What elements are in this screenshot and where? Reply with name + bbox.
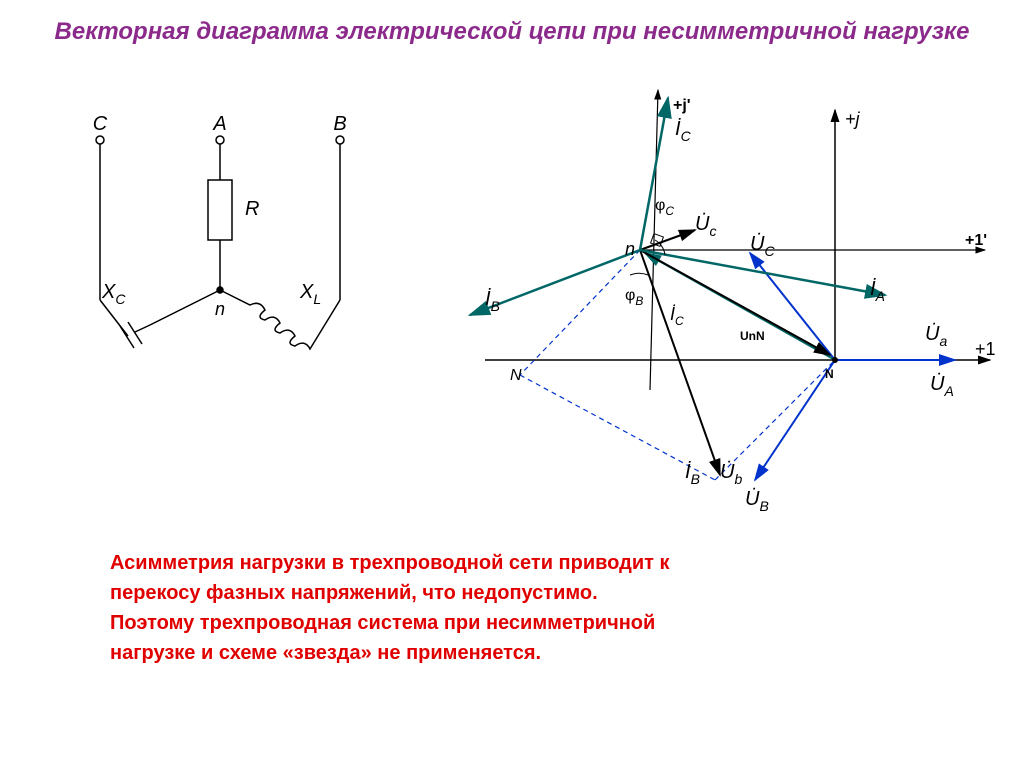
jprime-axis-label: +j' [673, 97, 691, 114]
caption-block: Асимметрия нагрузки в трехпроводной сети… [110, 548, 910, 668]
caption-line: Асимметрия нагрузки в трехпроводной сети… [110, 548, 910, 578]
uc-small-label: U̇c [695, 213, 716, 239]
circuit-diagram: C A B R XC XL n [40, 100, 400, 400]
small-n-label: n [625, 239, 635, 259]
node-n-label: n [215, 299, 225, 319]
j-axis-label: +j [845, 109, 861, 129]
terminal-b-label: B [333, 113, 346, 135]
ib-low-label: İB [685, 461, 700, 487]
caption-line: нагрузке и схеме «звезда» не применяется… [110, 638, 910, 668]
uc-big-label: U̇C [750, 233, 775, 259]
ic-top-label: İC [675, 118, 692, 144]
xc-label: XC [101, 281, 126, 307]
ub-small-label: U̇b [720, 461, 742, 487]
resistor-label: R [245, 198, 259, 220]
vector-diagram: +j' +j +1' +1 N N n UnN İC İA İB İC İB U… [430, 80, 1010, 520]
phic-label: φC [655, 197, 674, 218]
terminal-a-label: A [212, 113, 226, 135]
ua-small-label: U̇a [925, 323, 947, 349]
terminal-c-label: C [93, 113, 108, 135]
ic-label: İC [670, 304, 684, 328]
ua-big-label: U̇A [930, 373, 954, 399]
ub-big-label: U̇B [745, 488, 769, 514]
big-n-label: N [510, 367, 522, 384]
one-prime-label: +1' [965, 232, 987, 249]
caption-line: перекосу фазных напряжений, что недопуст… [110, 578, 910, 608]
caption-line: Поэтому трехпроводная система при несимм… [110, 608, 910, 638]
page-title: Векторная диаграмма электрической цепи п… [55, 18, 970, 46]
ib-label: İB [485, 288, 500, 314]
one-label: +1 [975, 339, 996, 359]
xl-label: XL [299, 281, 321, 307]
ia-label: İA [870, 278, 885, 304]
phib-label: φB [625, 287, 643, 308]
unn-label: UnN [740, 329, 765, 343]
big-n-label-2: N [825, 367, 834, 381]
